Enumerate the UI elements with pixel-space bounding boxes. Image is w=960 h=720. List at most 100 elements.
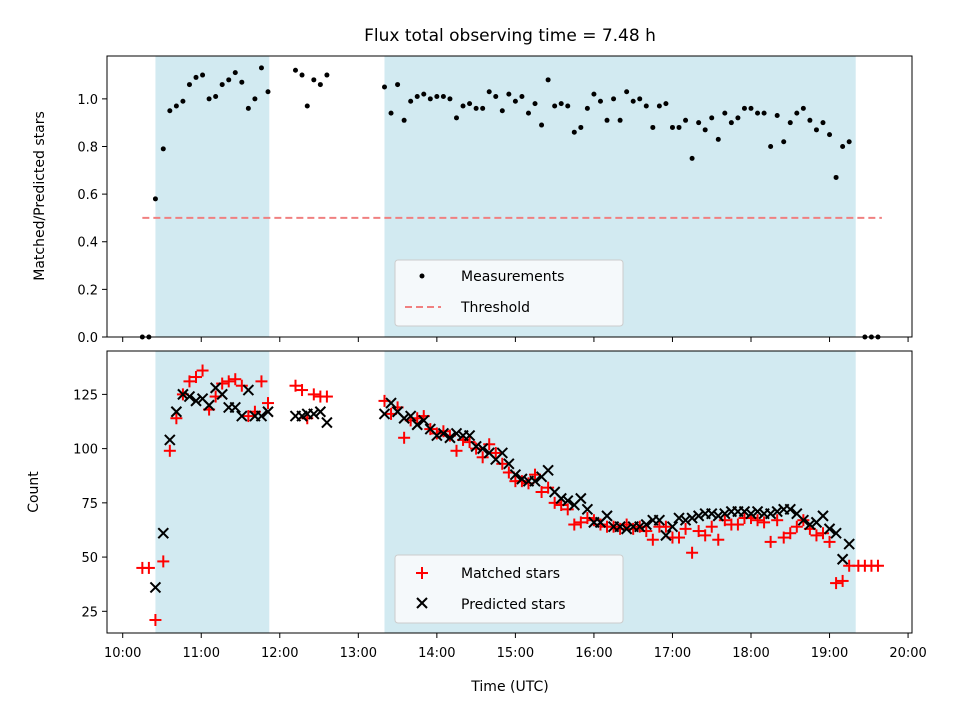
measurement-point — [637, 96, 643, 102]
measurement-point — [252, 96, 258, 102]
measurement-point — [219, 82, 225, 88]
measurement-point — [578, 124, 584, 130]
predicted-star-point — [764, 507, 777, 520]
measurement-point — [597, 98, 603, 104]
predicted-star-point — [470, 440, 482, 453]
predicted-star-point — [797, 514, 810, 526]
legend-measurement-marker — [419, 273, 425, 279]
matched-star-point — [216, 377, 229, 390]
measurement-point — [311, 77, 317, 83]
predicted-star-point — [712, 510, 724, 522]
legend-threshold: Threshold — [460, 300, 530, 316]
measurement-point — [388, 110, 394, 116]
measurement-point — [545, 77, 551, 83]
matched-star-point — [699, 529, 712, 542]
measurement-point — [467, 101, 473, 107]
measurement-point — [571, 129, 577, 135]
predicted-star-point — [437, 427, 450, 440]
predicted-star-point — [503, 458, 515, 470]
x-axis-label: Time (UTC) — [470, 679, 548, 695]
matched-star-point — [751, 514, 764, 527]
measurement-point — [558, 101, 564, 107]
matched-star-point — [731, 518, 744, 531]
predicted-star-point — [745, 507, 757, 520]
matched-star-point — [542, 481, 555, 494]
matched-star-point — [190, 371, 203, 384]
predicted-star-point — [450, 427, 463, 440]
y-tick-label: 50 — [81, 551, 98, 566]
measurement-point — [735, 115, 741, 121]
matched-star-point — [555, 499, 568, 512]
y-tick-label: 75 — [81, 497, 98, 512]
matched-star-point — [823, 535, 836, 548]
measurement-point — [324, 72, 330, 78]
matched-star-point — [142, 561, 155, 574]
measurement-point — [434, 93, 440, 99]
measurement-point — [421, 91, 427, 97]
measurement-point — [715, 136, 721, 142]
measurement-point — [552, 103, 558, 109]
predicted-star-point — [242, 384, 255, 396]
measurement-point — [265, 89, 271, 95]
predicted-star-point — [719, 507, 731, 520]
predicted-star-point — [164, 434, 176, 446]
measurement-point — [180, 98, 186, 104]
predicted-star-point — [203, 399, 215, 411]
measurement-point — [617, 117, 623, 123]
y-axis-ticks: 25 50 75 100 125 — [73, 388, 107, 620]
predicted-star-point — [157, 527, 169, 539]
predicted-star-point — [463, 429, 476, 442]
matched-star-point — [836, 574, 849, 587]
measurement-point — [781, 139, 787, 145]
matched-star-point — [659, 520, 672, 533]
matched-star-point — [149, 613, 162, 626]
predicted-star-point — [706, 507, 718, 520]
measurement-point — [689, 155, 695, 161]
x-tick-label: 13:00 — [340, 646, 377, 661]
measurement-point — [768, 143, 774, 149]
measurement-point — [186, 82, 192, 88]
measurement-point — [226, 77, 232, 83]
matched-star-point — [196, 364, 209, 377]
predicted-star-point — [843, 538, 855, 550]
y-tick-label: 25 — [81, 605, 98, 620]
predicted-star-point — [404, 410, 417, 422]
matched-star-point — [242, 410, 255, 423]
legend-top: Measurements Threshold — [394, 259, 624, 327]
measurement-point — [453, 115, 459, 121]
measurement-point — [604, 117, 610, 123]
matched-star-point — [568, 518, 581, 531]
measurement-point — [833, 174, 839, 180]
predicted-star-point — [836, 553, 849, 565]
predicted-star-point — [444, 432, 456, 444]
matched-star-point — [157, 555, 170, 568]
predicted-star-point — [581, 503, 594, 516]
predicted-star-point — [823, 523, 836, 535]
matched-star-point — [463, 436, 476, 449]
measurement-point — [427, 96, 433, 102]
predicted-star-point — [476, 442, 489, 455]
legend-bottom: Matched stars Predicted stars — [394, 554, 624, 624]
matched-star-point — [640, 525, 653, 538]
matched-star-point — [255, 375, 268, 388]
predicted-star-point — [660, 529, 672, 542]
measurement-point — [440, 93, 446, 99]
x-tick-label: 14:00 — [418, 646, 455, 661]
measurement-point — [748, 105, 754, 111]
predicted-star-point — [216, 388, 228, 401]
measurement-point — [299, 72, 305, 78]
matched-star-point — [784, 527, 797, 540]
measurement-point — [519, 93, 525, 99]
x-tick-label: 17:00 — [654, 646, 691, 661]
measurement-point — [643, 103, 649, 109]
measurement-point — [245, 105, 251, 111]
predicted-star-point — [686, 512, 698, 524]
predicted-star-point — [398, 412, 410, 424]
predicted-star-point — [496, 447, 509, 459]
matched-star-point — [816, 527, 829, 540]
predicted-star-point — [183, 390, 196, 403]
matched-star-point — [871, 559, 884, 572]
y-tick-label: 1.0 — [77, 93, 98, 108]
measurement-point — [807, 117, 813, 123]
matched-star-point — [830, 577, 843, 590]
